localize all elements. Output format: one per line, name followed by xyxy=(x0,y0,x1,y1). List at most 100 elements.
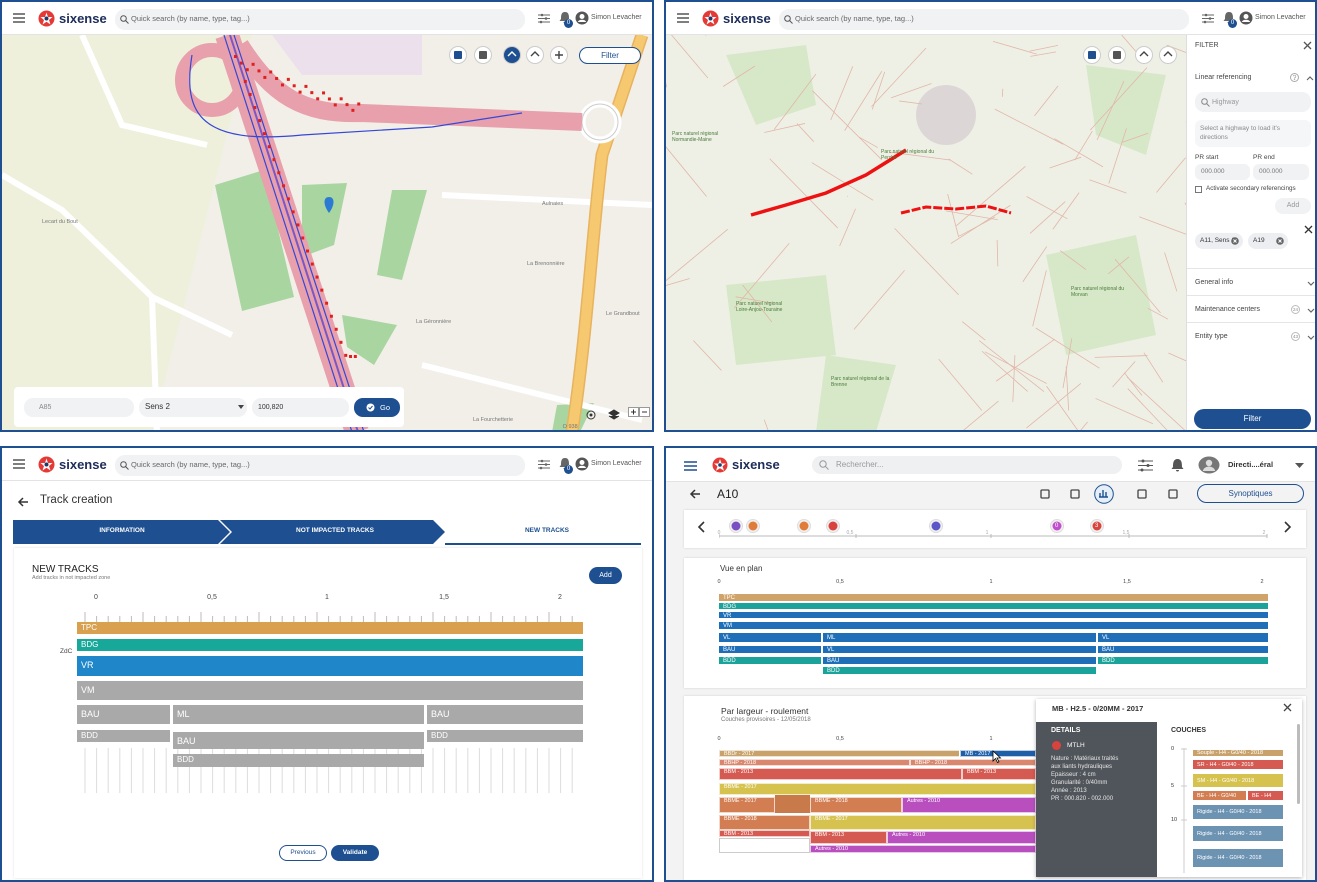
plan-track[interactable]: VL xyxy=(823,646,1096,654)
track-bar[interactable]: BAU xyxy=(173,732,424,749)
event-dot[interactable] xyxy=(339,340,343,344)
section-header[interactable]: Entity type xyxy=(1195,333,1228,340)
step-label[interactable]: NOT IMPACTED TRACKS xyxy=(296,527,374,534)
avatar[interactable] xyxy=(575,11,589,25)
event-dot[interactable] xyxy=(280,83,284,87)
toolbar-icon[interactable] xyxy=(1167,488,1179,500)
event-dot[interactable] xyxy=(291,210,295,214)
section-header[interactable]: Maintenance centers xyxy=(1195,306,1260,313)
ruler-prev[interactable] xyxy=(697,521,706,533)
menu-icon[interactable] xyxy=(677,13,689,23)
back-button[interactable] xyxy=(689,488,701,500)
event-marker[interactable] xyxy=(826,519,840,533)
event-dot[interactable] xyxy=(258,119,262,123)
event-dot[interactable] xyxy=(245,68,249,72)
event-dot[interactable] xyxy=(267,145,271,149)
highway-input[interactable] xyxy=(24,398,134,417)
track-bar[interactable]: BAU xyxy=(427,705,583,724)
step-label[interactable]: NEW TRACKS xyxy=(524,527,570,534)
event-dot[interactable] xyxy=(248,93,252,96)
event-dot[interactable] xyxy=(322,91,326,95)
apply-button[interactable]: Filter xyxy=(1194,409,1311,429)
clear-button[interactable] xyxy=(1304,225,1313,234)
toolbar-icon[interactable] xyxy=(1039,488,1051,500)
track-bar[interactable]: BDD xyxy=(427,730,583,742)
layer-bar[interactable]: BBME - 2017 xyxy=(719,797,775,813)
layer-bar[interactable]: BBHP - 2018 xyxy=(910,759,1036,766)
couche-bar[interactable]: BE - H4 - G0/40 xyxy=(1192,790,1247,801)
plan-track[interactable]: BDD xyxy=(823,667,1096,675)
layer-bar[interactable]: BBM - 2013 xyxy=(962,768,1036,780)
search-box[interactable] xyxy=(779,9,1189,30)
plan-track[interactable]: ML xyxy=(823,633,1096,643)
plan-track[interactable]: BDD xyxy=(1098,657,1268,665)
event-dot[interactable] xyxy=(344,353,348,357)
collapse-icon[interactable] xyxy=(1306,75,1314,81)
settings-icon[interactable] xyxy=(1202,13,1214,24)
ruler-next[interactable] xyxy=(1283,521,1292,533)
map-tool[interactable] xyxy=(449,46,467,64)
expand-icon[interactable] xyxy=(1307,307,1315,313)
validate-button[interactable]: Validate xyxy=(331,845,379,861)
event-dot[interactable] xyxy=(243,79,247,83)
event-marker[interactable] xyxy=(729,519,743,533)
map-tool[interactable] xyxy=(474,46,492,64)
track-bar[interactable]: ML xyxy=(173,705,424,724)
event-marker[interactable] xyxy=(797,519,811,533)
event-dot[interactable] xyxy=(263,75,267,79)
couche-bar[interactable]: SR - H4 - G0/40 - 2018 xyxy=(1192,759,1284,770)
layer-bar[interactable]: Autres - 2010 xyxy=(810,845,1036,853)
couche-bar[interactable]: Rigide - H4 - G0/40 - 2018 xyxy=(1192,848,1284,868)
event-dot[interactable] xyxy=(327,97,331,101)
avatar[interactable] xyxy=(1239,11,1253,25)
event-dot[interactable] xyxy=(329,314,333,318)
event-dot[interactable] xyxy=(333,103,337,107)
couche-bar[interactable]: Souple - H4 - G0/40 - 2018 xyxy=(1192,749,1284,757)
menu-icon[interactable] xyxy=(13,459,25,469)
layer-bar[interactable]: BBHP - 2018 xyxy=(719,759,910,766)
close-button[interactable] xyxy=(1303,41,1312,50)
previous-button[interactable]: Previous xyxy=(279,845,327,861)
expand-icon[interactable] xyxy=(1307,280,1315,286)
event-dot[interactable] xyxy=(272,158,276,162)
toolbar-icon[interactable] xyxy=(1136,488,1148,500)
plan-track[interactable]: BAU xyxy=(823,657,1096,665)
layer-bar[interactable]: Autres - 2010 xyxy=(887,831,1036,844)
event-dot[interactable] xyxy=(262,132,266,136)
couche-bar[interactable]: SM - H4 - G0/40 - 2018 xyxy=(1192,773,1284,788)
map-tool[interactable] xyxy=(1108,46,1126,64)
search-box[interactable] xyxy=(812,456,1122,474)
event-dot[interactable] xyxy=(298,90,302,94)
toolbar-icon[interactable] xyxy=(1069,488,1081,500)
couche-bar[interactable]: Rigide - H4 - G0/40 - 2018 xyxy=(1192,825,1284,842)
pr-input[interactable] xyxy=(252,398,349,417)
event-dot[interactable] xyxy=(286,77,290,81)
couche-bar[interactable]: Rigide - H4 - G0/40 - 2018 xyxy=(1192,804,1284,820)
add-button[interactable]: Add xyxy=(1275,198,1311,214)
popup-close[interactable] xyxy=(1283,703,1292,712)
plan-track[interactable]: BAU xyxy=(719,646,821,654)
synoptics-button[interactable]: Synoptiques xyxy=(1197,484,1304,503)
track-bar[interactable]: BDD xyxy=(77,730,170,742)
go-button[interactable]: Go xyxy=(354,398,400,417)
layer-bar[interactable]: BBME - 2018 xyxy=(719,815,810,830)
zoom-buttons[interactable] xyxy=(628,407,650,417)
event-dot[interactable] xyxy=(345,103,349,107)
locate-button[interactable] xyxy=(585,409,597,421)
plan-track[interactable]: VM xyxy=(719,622,1268,630)
track-bar[interactable]: BAU xyxy=(77,705,170,724)
layer-bar[interactable]: BBME - 2017 xyxy=(719,783,1036,795)
event-marker[interactable] xyxy=(1090,519,1104,533)
layer-bar[interactable]: BBM - 2013 xyxy=(810,831,887,844)
event-dot[interactable] xyxy=(275,76,279,80)
settings-icon[interactable] xyxy=(1138,459,1153,472)
layers-button[interactable] xyxy=(608,409,620,421)
map-tool[interactable] xyxy=(1159,46,1177,64)
pr-end-input[interactable]: 000.000 xyxy=(1253,164,1309,180)
plan-track[interactable]: BDG xyxy=(719,603,1268,610)
add-button[interactable]: Add xyxy=(589,567,622,584)
plan-track[interactable]: VL xyxy=(719,633,821,643)
event-dot[interactable] xyxy=(282,184,286,188)
event-marker[interactable] xyxy=(1050,519,1064,533)
event-dot[interactable] xyxy=(334,327,338,331)
